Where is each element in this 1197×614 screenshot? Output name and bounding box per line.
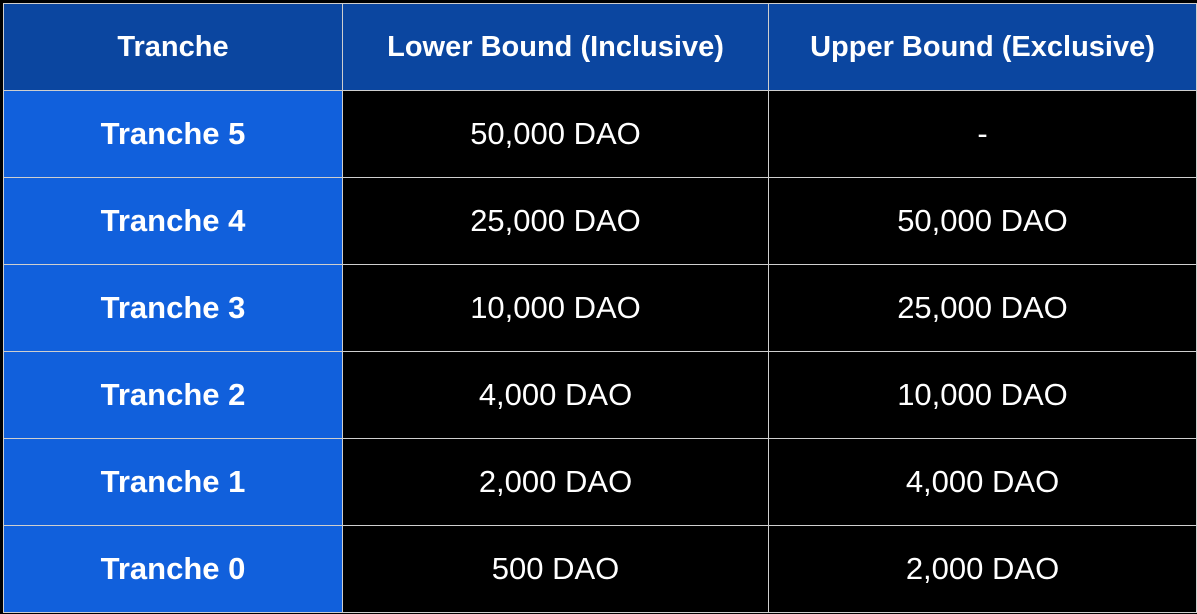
lower-bound-cell: 50,000 DAO [342, 90, 769, 178]
table-row: Tranche 3 10,000 DAO 25,000 DAO [3, 264, 1197, 352]
table-header-row: Tranche Lower Bound (Inclusive) Upper Bo… [3, 3, 1197, 91]
lower-bound-cell: 10,000 DAO [342, 264, 769, 352]
tranche-name-cell: Tranche 0 [3, 525, 343, 613]
column-header-upper-bound: Upper Bound (Exclusive) [768, 3, 1197, 91]
column-header-tranche: Tranche [3, 3, 343, 91]
table-row: Tranche 1 2,000 DAO 4,000 DAO [3, 438, 1197, 526]
table-row: Tranche 2 4,000 DAO 10,000 DAO [3, 351, 1197, 439]
tranche-name-cell: Tranche 5 [3, 90, 343, 178]
upper-bound-cell: 25,000 DAO [768, 264, 1197, 352]
upper-bound-cell: 50,000 DAO [768, 177, 1197, 265]
table-row: Tranche 4 25,000 DAO 50,000 DAO [3, 177, 1197, 265]
table-row: Tranche 5 50,000 DAO - [3, 90, 1197, 178]
upper-bound-cell: 4,000 DAO [768, 438, 1197, 526]
column-header-lower-bound: Lower Bound (Inclusive) [342, 3, 769, 91]
upper-bound-cell: 10,000 DAO [768, 351, 1197, 439]
tranche-table: Tranche Lower Bound (Inclusive) Upper Bo… [3, 3, 1197, 613]
tranche-name-cell: Tranche 3 [3, 264, 343, 352]
tranche-name-cell: Tranche 4 [3, 177, 343, 265]
tranche-name-cell: Tranche 2 [3, 351, 343, 439]
lower-bound-cell: 500 DAO [342, 525, 769, 613]
upper-bound-cell: - [768, 90, 1197, 178]
lower-bound-cell: 25,000 DAO [342, 177, 769, 265]
lower-bound-cell: 4,000 DAO [342, 351, 769, 439]
tranche-name-cell: Tranche 1 [3, 438, 343, 526]
upper-bound-cell: 2,000 DAO [768, 525, 1197, 613]
lower-bound-cell: 2,000 DAO [342, 438, 769, 526]
table-row: Tranche 0 500 DAO 2,000 DAO [3, 525, 1197, 613]
